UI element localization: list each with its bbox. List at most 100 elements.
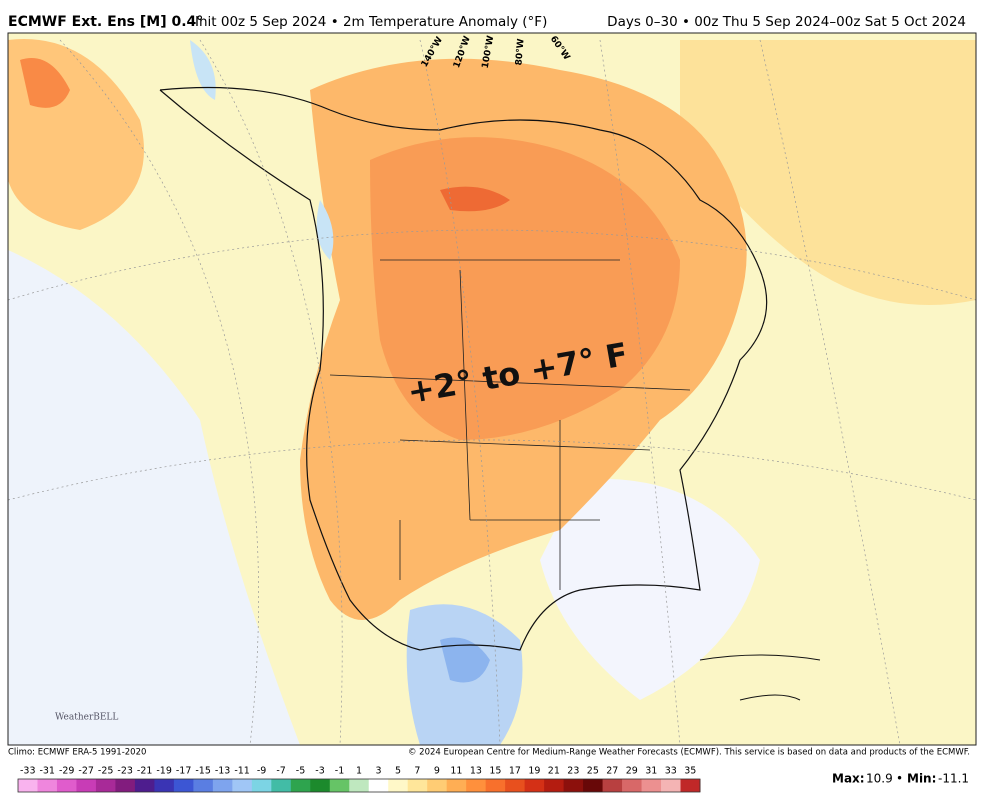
colorbar-label: -19 [156,766,172,777]
climo-note: Climo: ECMWF ERA-5 1991-2020 [8,748,146,758]
colorbar-label: -13 [215,766,231,777]
colorbar-swatch [368,779,389,792]
colorbar-swatch [641,779,662,792]
colorbar-label: 35 [684,766,696,777]
colorbar-label: -25 [98,766,114,777]
coastline [159,86,768,651]
borders [329,259,691,590]
colorbar-label: 21 [548,766,560,777]
colorbar-swatch [563,779,584,792]
colorbar-swatch [76,779,97,792]
white-zone [540,479,760,700]
colorbar-swatch [329,779,350,792]
colorbar-label: -1 [335,766,344,777]
atlantic-warm [680,40,976,305]
colorbar-label: -3 [315,766,324,777]
colorbar-swatch [680,779,701,792]
colorbar-label: -33 [20,766,36,777]
colorbar-swatch [427,779,448,792]
colorbar-label: -21 [137,766,153,777]
colorbar-label: 1 [356,766,362,777]
colorbar-label: 13 [470,766,482,777]
colorbar-swatch [251,779,272,792]
colorbar-label: 33 [665,766,677,777]
colorbar-label: 31 [645,766,657,777]
colorbar: -33 -31 -29 -27 -25 -23 -21 -19 -17 -15 -13 -11 -9 -7… [17,766,701,793]
colorbar-swatch [193,779,214,792]
header-subtitle: Init 00z 5 Sep 2024 • 2m Temperature Ano… [195,14,547,30]
cool-core [440,637,490,683]
colorbar-swatch [56,779,77,792]
colorbar-label: 19 [528,766,540,777]
colorbar-swatch [18,779,38,792]
colorbar-label: 29 [626,766,638,777]
hot-spot [440,186,510,212]
coastal-cool [316,200,334,260]
copyright: © 2024 European Centre for Medium-Range … [408,748,970,758]
colorbar-label: -9 [257,766,266,777]
colorbar-label: 15 [489,766,501,777]
colorbar-swatch [349,779,370,792]
map: +2° to +7° F 140°W 120°W 100°W 80°W 60°W Wea… [7,32,977,746]
colorbar-label: 9 [434,766,440,777]
colorbar-label: -29 [59,766,75,777]
colorbar-swatch [154,779,175,792]
colorbar-swatch [310,779,331,792]
colorbar-swatch [134,779,155,792]
colorbar-swatch [407,779,428,792]
header-period: Days 0–30 • 00z Thu 5 Sep 2024–00z Sat 5… [607,14,966,30]
colorbar-swatch [115,779,136,792]
min-label: Min: [907,772,936,786]
colorbar-label: 27 [606,766,618,777]
colorbar-swatch [290,779,311,792]
colorbar-label: -11 [234,766,250,777]
colorbar-swatch [466,779,487,792]
colorbar-swatch [446,779,467,792]
colorbar-label: -31 [39,766,55,777]
logo: WeatherBELL [55,713,118,723]
graticule [8,39,976,745]
colorbar-label: 23 [567,766,579,777]
colorbar-swatch [388,779,409,792]
map-frame [7,32,977,746]
pacific-cool [190,40,216,100]
stats: Max: 10.9 • Min: -11.1 [832,772,969,786]
colorbar-label: 11 [450,766,462,777]
caribbean [699,654,821,701]
colorbar-swatch [173,779,194,792]
colorbar-label: 5 [395,766,401,777]
colorbar-swatch [95,779,116,792]
colorbar-swatch [602,779,623,792]
colorbar-label: -17 [176,766,192,777]
colorbar-frame [17,778,701,793]
colorbar-label: -15 [195,766,211,777]
max-label: Max: [832,772,865,786]
colorbar-swatch [661,779,682,792]
colorbar-label: 25 [587,766,599,777]
header-title: ECMWF Ext. Ens [M] 0.4° [8,14,203,30]
colorbar-label: 17 [509,766,521,777]
colorbar-swatch [271,779,292,792]
min-value: -11.1 [938,772,969,786]
pale-blue-ocean [8,250,300,745]
warmer-anomaly [370,137,680,440]
colorbar-swatch [505,779,526,792]
colorbar-swatch [583,779,604,792]
longitude-label: 80°W [514,38,526,66]
pacific-hot [20,58,70,108]
colorbar-label: 3 [375,766,381,777]
colorbar-swatch [485,779,506,792]
colorbar-label: -5 [296,766,305,777]
colorbar-swatch [544,779,565,792]
colorbar-label: -23 [117,766,133,777]
colorbar-label: -27 [78,766,94,777]
colorbar-label: 7 [414,766,420,777]
colorbar-swatch [232,779,253,792]
max-value: 10.9 [866,772,893,786]
colorbar-swatch [37,779,58,792]
colorbar-swatch [622,779,643,792]
colorbar-swatch [212,779,233,792]
colorbar-swatch [524,779,545,792]
separator: • [896,772,903,786]
